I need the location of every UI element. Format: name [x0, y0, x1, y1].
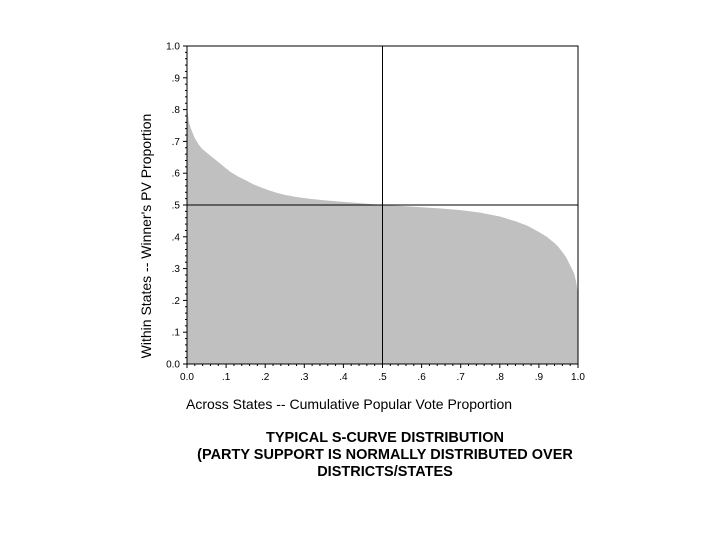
s-curve-chart: 0.0 .1 .2 .3 .4 .5 .6 .7 .8 .9 1.0 0.0 .1 .2 .3 .4 .5 .6.…: [138, 42, 585, 413]
y-tick-label: 0.0: [166, 360, 180, 371]
x-tick-label: .5: [378, 372, 387, 383]
x-tick-label: .4: [339, 372, 348, 383]
x-axis-title: Across States -- Cumulative Popular Vote…: [186, 396, 512, 412]
y-tick-label: .9: [172, 73, 181, 84]
y-tick-label: 1.0: [166, 42, 180, 53]
y-tick-label: .2: [172, 296, 181, 307]
axes: 0.0 .1 .2 .3 .4 .5 .6 .7 .8 .9 1.0 0.0 .1 .2 .3 .4 .5 .6.…: [166, 42, 585, 384]
x-tick-label: .7: [457, 372, 466, 383]
x-tick-label: .8: [496, 372, 505, 383]
y-tick-label: .5: [172, 201, 181, 212]
x-tick-label: .6: [417, 372, 426, 383]
x-tick-label: .3: [300, 372, 309, 383]
reference-lines: [187, 46, 578, 364]
x-tick-label: .9: [535, 372, 544, 383]
y-axis-title: Within States -- Winner's PV Proportion: [138, 114, 154, 359]
y-tick-label: .3: [172, 264, 181, 275]
y-tick-label: .8: [172, 105, 181, 116]
y-tick-label: .7: [172, 137, 181, 148]
chart-caption: TYPICAL S-CURVE DISTRIBUTION (PARTY SUPP…: [150, 430, 620, 481]
caption-line-2: (PARTY SUPPORT IS NORMALLY DISTRIBUTED O…: [197, 447, 573, 463]
caption-line-1: TYPICAL S-CURVE DISTRIBUTION: [266, 430, 504, 446]
caption-line-3: DISTRICTS/STATES: [317, 464, 453, 480]
x-tick-label: .2: [261, 372, 270, 383]
y-tick-label: .1: [172, 328, 181, 339]
y-tick-label: .6: [172, 169, 181, 180]
x-tick-label: 1.0: [571, 372, 585, 383]
y-tick-label: .4: [172, 232, 181, 243]
x-tick-label: .1: [222, 372, 231, 383]
x-tick-label: 0.0: [180, 372, 194, 383]
